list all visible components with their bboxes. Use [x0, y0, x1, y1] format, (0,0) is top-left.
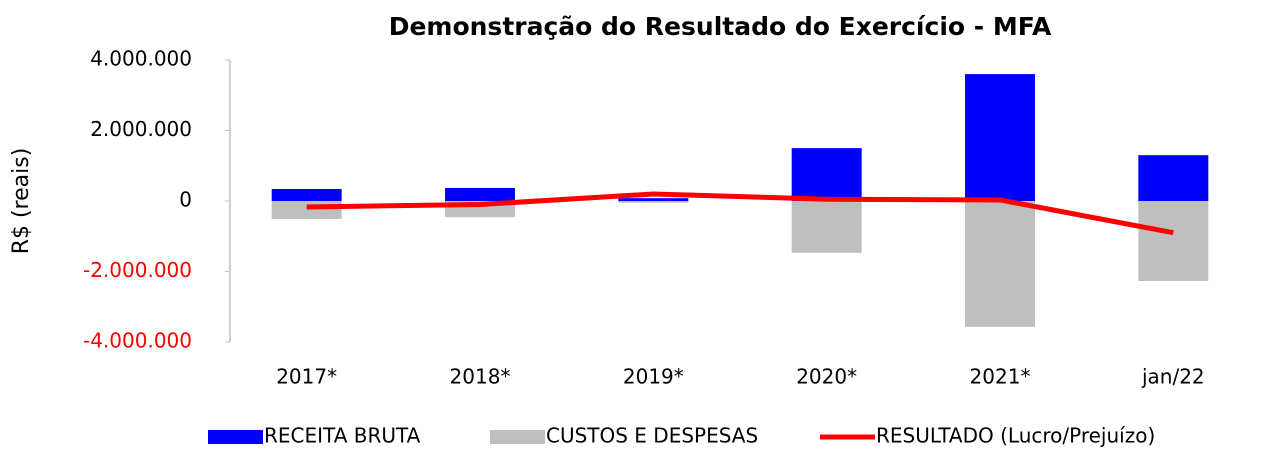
- bar: [271, 201, 342, 219]
- y-tick-label: 0: [179, 188, 192, 212]
- chart-title: Demonstração do Resultado do Exercício -…: [389, 12, 1052, 41]
- y-tick-label: 4.000.000: [90, 47, 192, 71]
- bar: [791, 148, 862, 201]
- legend-label: RECEITA BRUTA: [264, 424, 421, 448]
- bar: [271, 189, 342, 201]
- x-tick-label: 2017*: [276, 365, 337, 389]
- bar: [618, 198, 689, 201]
- y-tick-label: -2.000.000: [83, 258, 192, 282]
- legend-swatch: [208, 430, 263, 444]
- legend-label: RESULTADO (Lucro/Prejuízo): [876, 424, 1155, 448]
- bar: [445, 187, 515, 201]
- x-tick-label: 2021*: [970, 365, 1031, 389]
- legend-swatch: [490, 430, 545, 444]
- x-tick-label: 2018*: [450, 365, 511, 389]
- x-tick-label: 2020*: [796, 365, 857, 389]
- bar: [965, 74, 1035, 201]
- x-tick-label: jan/22: [1141, 365, 1205, 389]
- y-axis-label: R$ (reais): [9, 148, 34, 255]
- x-tick-label: 2019*: [623, 365, 684, 389]
- bar: [791, 201, 862, 253]
- line: [306, 191, 1174, 236]
- bar: [965, 201, 1035, 327]
- bar: [1138, 155, 1209, 201]
- bar: [1138, 201, 1209, 282]
- y-tick-label: 2.000.000: [90, 117, 192, 141]
- y-tick-label: -4.000.000: [83, 329, 192, 353]
- legend-label: CUSTOS E DESPESAS: [546, 424, 758, 448]
- bar: [618, 201, 689, 203]
